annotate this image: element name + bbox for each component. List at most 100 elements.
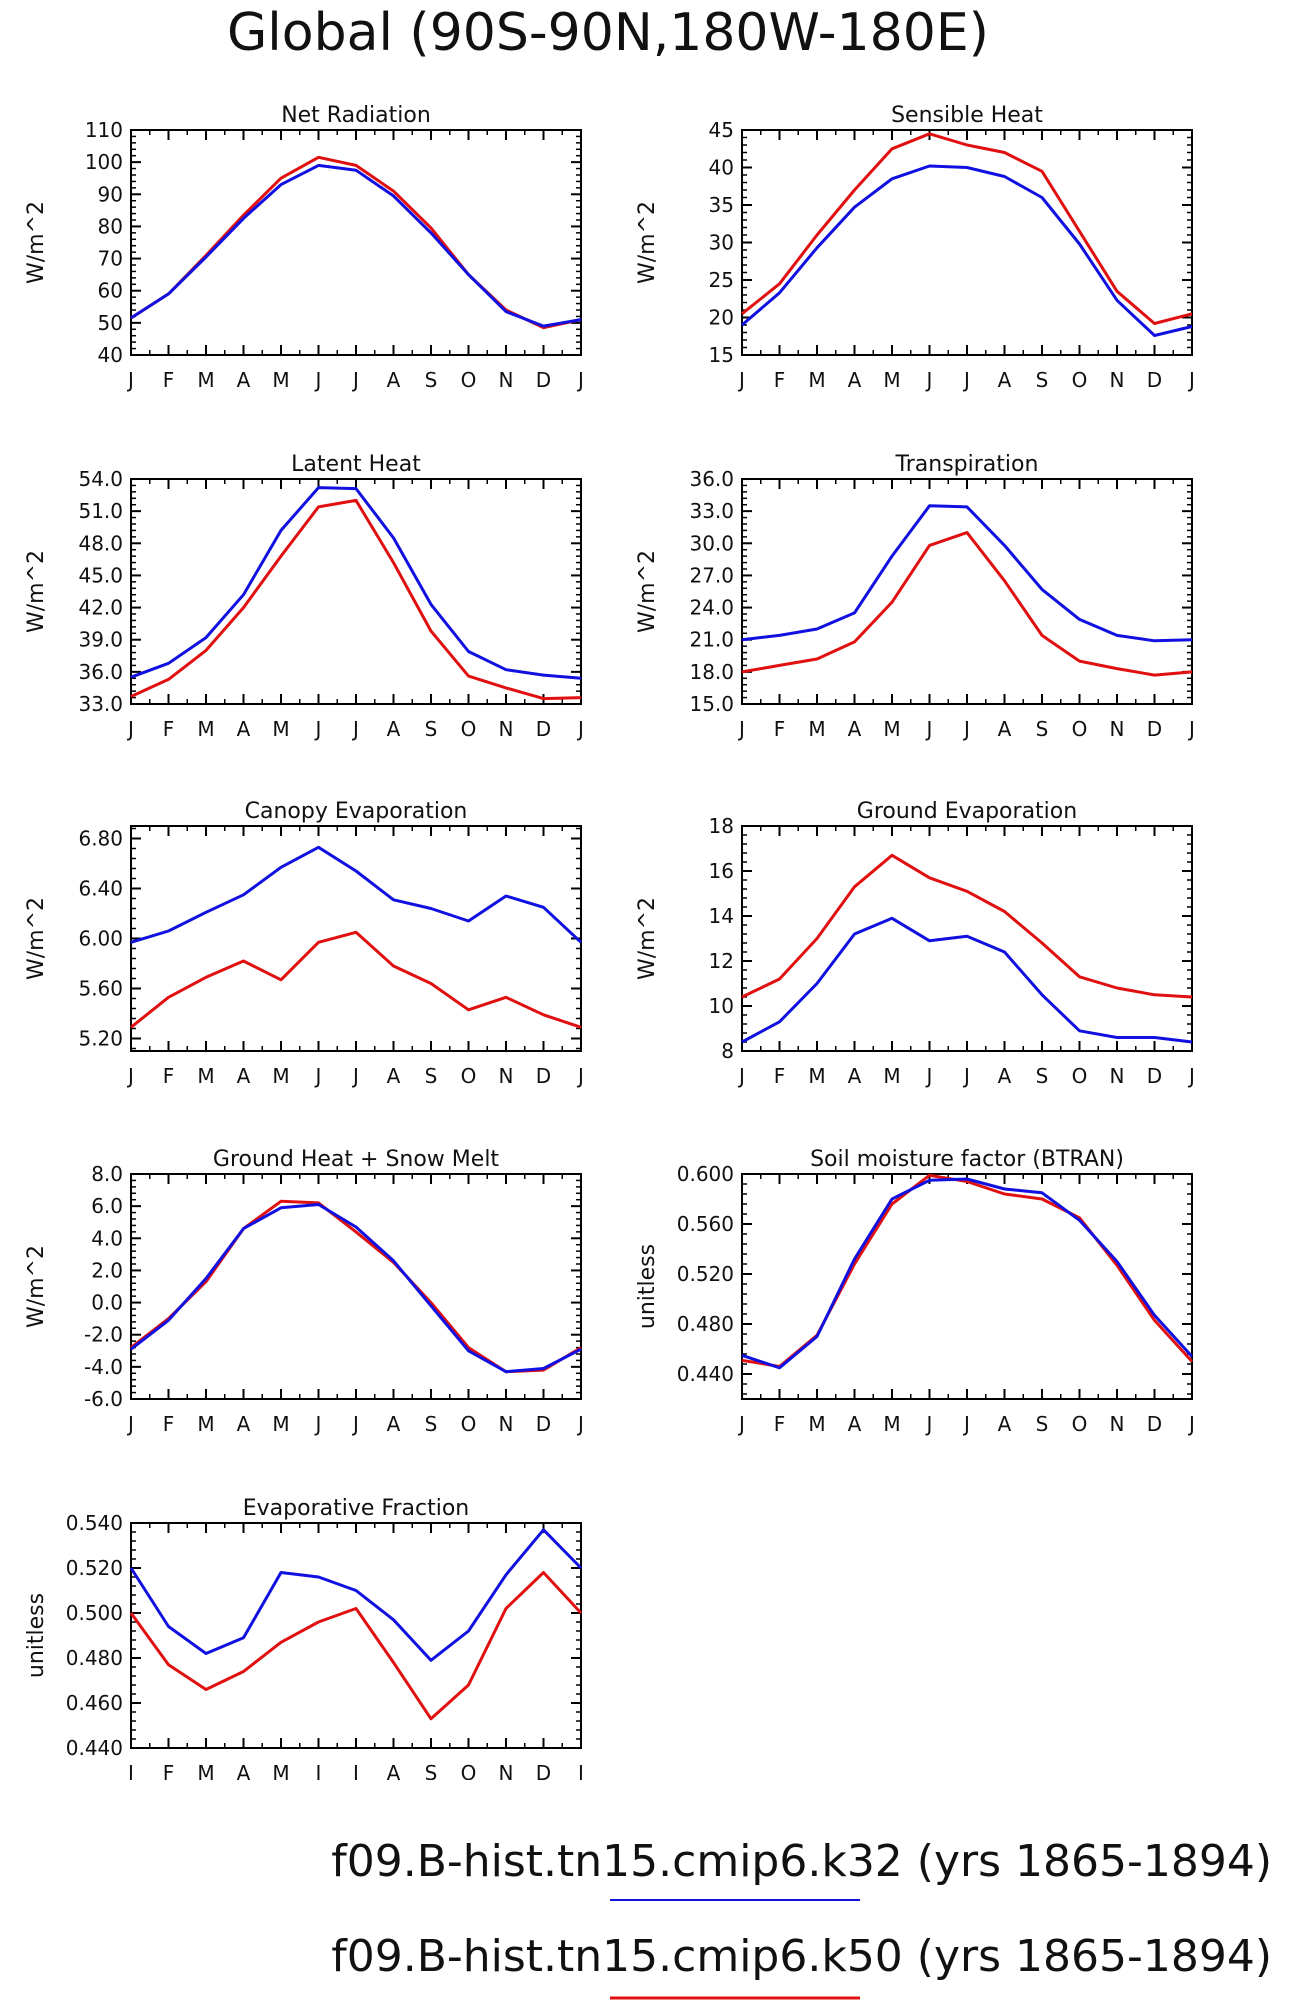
x-tick-label: D bbox=[536, 717, 551, 741]
x-tick-label: J bbox=[962, 368, 970, 392]
x-tick-label: J bbox=[737, 1064, 745, 1088]
x-tick-label: A bbox=[237, 1761, 251, 1780]
x-tick-label: O bbox=[461, 1761, 477, 1780]
x-tick-label: M bbox=[808, 368, 825, 392]
x-tick-label: F bbox=[163, 368, 175, 392]
x-tick-label: J bbox=[1187, 368, 1195, 392]
y-tick-label: 6.40 bbox=[78, 877, 123, 901]
x-tick-label: O bbox=[461, 368, 477, 392]
legend-label-k32: f09.B-hist.tn15.cmip6.k32 (yrs 1865-1894… bbox=[331, 1840, 1272, 1887]
x-tick-label: O bbox=[1072, 717, 1088, 741]
x-tick-label: F bbox=[163, 1761, 175, 1780]
plot-frame bbox=[741, 825, 1193, 1052]
y-tick-label: 45 bbox=[709, 118, 734, 142]
x-tick-label: F bbox=[163, 1412, 175, 1436]
y-tick-label: 6.00 bbox=[78, 927, 123, 951]
y-tick-label: 36.0 bbox=[78, 660, 123, 684]
x-tick-label: S bbox=[425, 1064, 438, 1088]
x-tick-label: M bbox=[272, 1761, 289, 1780]
x-tick-label: J bbox=[576, 1064, 584, 1088]
x-tick-label: S bbox=[425, 1761, 438, 1780]
x-tick-label: F bbox=[163, 717, 175, 741]
y-tick-label: 8.0 bbox=[91, 1162, 123, 1186]
y-tick-label: 5.60 bbox=[78, 977, 123, 1001]
x-tick-label: J bbox=[1187, 1412, 1195, 1436]
x-tick-label: D bbox=[1147, 1064, 1162, 1088]
series-line-k50 bbox=[130, 498, 582, 701]
y-tick-label: 33.0 bbox=[689, 499, 734, 523]
y-axis-label: W/m^2 bbox=[24, 897, 49, 980]
x-tick-label: N bbox=[1110, 1064, 1125, 1088]
legend-label-k50: f09.B-hist.tn15.cmip6.k50 (yrs 1865-1894… bbox=[331, 1931, 1272, 1982]
x-tick-label: J bbox=[925, 1064, 933, 1088]
y-tick-label: 33.0 bbox=[78, 692, 123, 716]
x-tick-label: M bbox=[808, 1412, 825, 1436]
x-tick-label: A bbox=[387, 717, 401, 741]
y-tick-label: 90 bbox=[98, 182, 123, 206]
x-tick-label: J bbox=[126, 1412, 134, 1436]
x-tick-label: M bbox=[883, 717, 900, 741]
x-tick-label: J bbox=[737, 1412, 745, 1436]
y-tick-label: 8 bbox=[721, 1039, 734, 1063]
x-tick-label: O bbox=[1072, 1412, 1088, 1436]
x-tick-label: N bbox=[499, 1761, 514, 1780]
x-tick-label: N bbox=[1110, 368, 1125, 392]
series-line-k32 bbox=[741, 916, 1193, 1044]
y-tick-label: 0.480 bbox=[677, 1312, 734, 1336]
series-line-k50 bbox=[130, 930, 582, 1029]
series-line-k32 bbox=[130, 845, 583, 944]
y-tick-label: 80 bbox=[98, 214, 123, 238]
chart-title: Sensible Heat bbox=[891, 103, 1043, 128]
y-tick-label: 0.440 bbox=[66, 1736, 123, 1760]
y-tick-label: 25 bbox=[709, 268, 734, 292]
x-tick-label: S bbox=[1036, 1064, 1049, 1088]
x-tick-label: D bbox=[1147, 1412, 1162, 1436]
x-tick-label: A bbox=[237, 717, 251, 741]
panel-grid: Net Radiation W/m^2 J F M A M J J A S O N D J 40 50 60 70 8… bbox=[24, 103, 1195, 1780]
plot-frame bbox=[130, 1522, 582, 1749]
x-tick-label: A bbox=[848, 1064, 862, 1088]
y-tick-label: 18.0 bbox=[689, 660, 734, 684]
y-tick-label: 15.0 bbox=[689, 692, 734, 716]
x-tick-label: F bbox=[774, 1064, 786, 1088]
x-tick-label: M bbox=[883, 1412, 900, 1436]
x-tick-label: A bbox=[998, 1064, 1012, 1088]
y-axis-label: W/m^2 bbox=[24, 550, 49, 633]
y-tick-label: 30 bbox=[709, 231, 734, 255]
y-tick-label: 0.460 bbox=[66, 1691, 123, 1715]
y-tick-label: 6.80 bbox=[78, 827, 123, 851]
x-tick-label: M bbox=[883, 368, 900, 392]
y-tick-label: 16 bbox=[709, 859, 734, 883]
x-tick-label: J bbox=[1187, 717, 1195, 741]
series-line-k32 bbox=[129, 1528, 583, 1662]
x-tick-label: S bbox=[425, 368, 438, 392]
y-tick-label: 5.20 bbox=[78, 1027, 123, 1051]
y-tick-label: -2.0 bbox=[84, 1323, 123, 1347]
y-tick-label: 12 bbox=[709, 949, 734, 973]
y-tick-label: 40 bbox=[98, 343, 123, 367]
x-tick-label: J bbox=[962, 717, 970, 741]
x-tick-label: M bbox=[272, 1064, 289, 1088]
x-tick-label: A bbox=[387, 1412, 401, 1436]
x-tick-label: J bbox=[576, 1412, 584, 1436]
y-axis-label: unitless bbox=[24, 1593, 49, 1678]
x-tick-label: O bbox=[1072, 368, 1088, 392]
x-tick-label: J bbox=[314, 368, 322, 392]
x-tick-label: J bbox=[314, 1412, 322, 1436]
y-tick-label: 51.0 bbox=[78, 499, 123, 523]
x-tick-label: N bbox=[1110, 717, 1125, 741]
y-tick-label: 0.440 bbox=[677, 1362, 734, 1386]
x-tick-label: M bbox=[808, 1064, 825, 1088]
x-tick-label: D bbox=[536, 368, 551, 392]
x-tick-label: M bbox=[272, 1412, 289, 1436]
y-tick-label: 0.520 bbox=[677, 1262, 734, 1286]
x-tick-label: J bbox=[351, 1064, 359, 1088]
series-line-k32 bbox=[741, 504, 1193, 643]
y-axis-label: W/m^2 bbox=[24, 1245, 49, 1328]
y-tick-label: 42.0 bbox=[78, 596, 123, 620]
y-tick-label: 0.540 bbox=[66, 1511, 123, 1535]
